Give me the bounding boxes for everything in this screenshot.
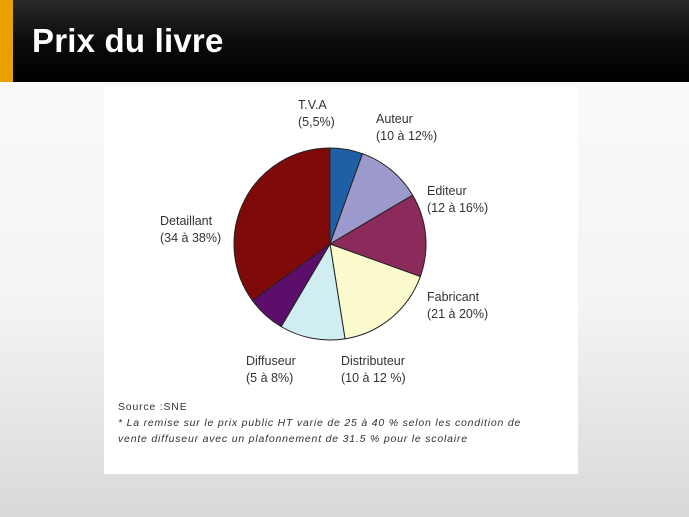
chart-source: Source :SNE (118, 401, 188, 413)
slide-title: Prix du livre (32, 22, 224, 59)
chart-card: T.V.A (5,5%) Auteur (10 à 12%) Editeur (12 à … (104, 87, 578, 474)
slice-value-editeur: (12 à 16%) (427, 201, 488, 215)
pie-slice-auteur (329, 153, 414, 246)
title-accent-stripe (0, 0, 13, 82)
slice-label-detaillant: Detaillant (160, 214, 213, 228)
pie-labels: T.V.A (5,5%) Auteur (10 à 12%) Editeur (12 à … (160, 98, 488, 385)
slice-label-auteur: Auteur (376, 112, 413, 126)
slice-value-detaillant: (34 à 38%) (160, 231, 221, 245)
pie-slice-distributeur (280, 242, 346, 341)
slice-value-t-v-a: (5,5%) (298, 115, 335, 129)
chart-footnote-line2: vente diffuseur avec un plafonnement de … (118, 433, 468, 445)
pie-slice-editeur (328, 194, 427, 278)
chart-footnote-line1: * La remise sur le prix public HT varie … (118, 417, 522, 429)
pie-slices (233, 147, 427, 341)
slice-value-auteur: (10 à 12%) (376, 129, 437, 143)
slice-label-editeur: Editeur (427, 184, 467, 198)
title-bar: Prix du livre (0, 0, 689, 82)
slice-value-distributeur: (10 à 12 %) (341, 371, 406, 385)
slice-value-fabricant: (21 à 20%) (427, 307, 488, 321)
slice-label-distributeur: Distributeur (341, 354, 405, 368)
slice-label-fabricant: Fabricant (427, 290, 480, 304)
slice-label-t-v-a: T.V.A (298, 98, 327, 112)
pie-slice-detaillant (233, 147, 331, 302)
slice-label-diffuseur: Diffuseur (246, 354, 296, 368)
pie-slice-fabricant (329, 243, 421, 340)
slice-value-diffuseur: (5 à 8%) (246, 371, 293, 385)
pie-chart: T.V.A (5,5%) Auteur (10 à 12%) Editeur (12 à … (160, 98, 488, 385)
